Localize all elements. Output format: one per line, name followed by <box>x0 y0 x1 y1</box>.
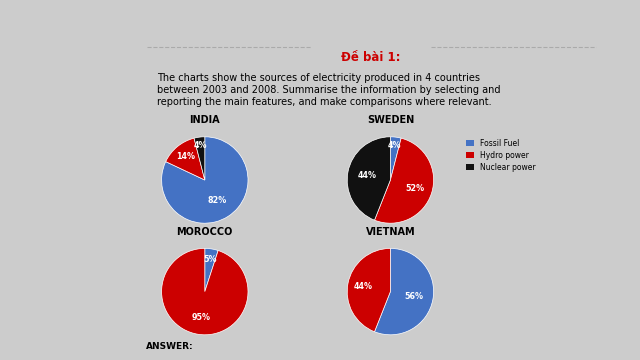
Wedge shape <box>162 248 248 335</box>
Wedge shape <box>374 248 433 335</box>
Wedge shape <box>348 137 390 220</box>
Wedge shape <box>166 138 205 180</box>
Title: VIETNAM: VIETNAM <box>365 227 415 237</box>
Title: MOROCCO: MOROCCO <box>177 227 233 237</box>
Wedge shape <box>390 137 401 180</box>
Text: 56%: 56% <box>404 292 423 301</box>
Wedge shape <box>348 248 390 332</box>
Text: 82%: 82% <box>208 195 227 204</box>
Text: 44%: 44% <box>358 171 376 180</box>
Text: 14%: 14% <box>176 152 195 161</box>
Text: 4%: 4% <box>388 141 401 150</box>
Wedge shape <box>374 138 433 223</box>
Legend: Fossil Fuel, Hydro power, Nuclear power: Fossil Fuel, Hydro power, Nuclear power <box>465 137 537 173</box>
Text: 4%: 4% <box>194 141 207 150</box>
Title: INDIA: INDIA <box>189 115 220 125</box>
Text: 95%: 95% <box>191 313 211 322</box>
Text: 52%: 52% <box>406 184 424 193</box>
Text: The charts show the sources of electricity produced in 4 countries
between 2003 : The charts show the sources of electrici… <box>157 73 500 107</box>
Text: ANSWER:: ANSWER: <box>146 342 193 351</box>
Title: SWEDEN: SWEDEN <box>367 115 414 125</box>
Wedge shape <box>162 137 248 223</box>
Wedge shape <box>205 248 218 292</box>
Wedge shape <box>194 137 205 180</box>
Text: 5%: 5% <box>203 255 216 264</box>
Text: 44%: 44% <box>353 282 372 291</box>
Text: Đề bài 1:: Đề bài 1: <box>342 51 401 64</box>
